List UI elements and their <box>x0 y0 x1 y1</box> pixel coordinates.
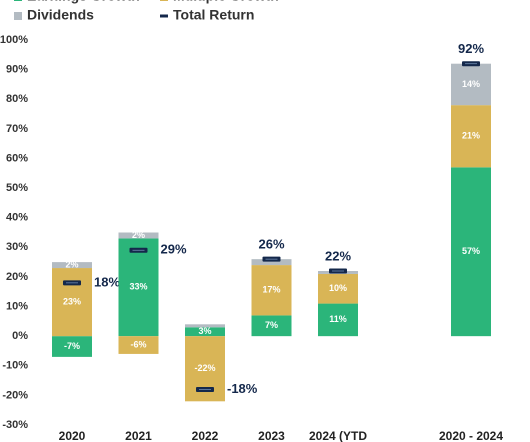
segment-label: -22% <box>194 363 215 373</box>
y-tick-label: 60% <box>6 152 28 164</box>
bar-segment <box>118 232 159 239</box>
y-tick-label: 30% <box>6 241 28 253</box>
segment-label: 2% <box>65 259 78 269</box>
bar-segment <box>251 315 292 337</box>
legend-label: Dividends <box>27 7 94 23</box>
y-tick-label: 10% <box>6 300 28 312</box>
segment-label: 2% <box>132 230 145 240</box>
total-label: -18% <box>227 381 258 396</box>
x-tick-label: 2024 (YTD <box>309 429 367 442</box>
x-tick-label: 2022 <box>192 429 219 442</box>
y-tick-label: 80% <box>6 93 28 105</box>
legend-swatch <box>14 0 22 1</box>
total-label: 26% <box>258 237 284 252</box>
bar-segment <box>318 273 358 304</box>
segment-label: -6% <box>130 339 146 349</box>
bar-segment <box>318 303 358 337</box>
legend-marker <box>160 14 168 18</box>
bar-segment <box>251 265 292 316</box>
bar-segment <box>52 268 92 337</box>
total-label: 18% <box>94 274 120 289</box>
bar-segment <box>118 238 159 337</box>
segment-label: -7% <box>64 341 80 351</box>
legend-label: Multiple Growth <box>173 0 279 4</box>
segment-label: 10% <box>329 283 347 293</box>
total-label: 22% <box>325 248 351 263</box>
total-label: 29% <box>161 242 187 257</box>
segment-label: 17% <box>262 285 280 295</box>
y-tick-label: 90% <box>6 64 28 76</box>
y-tick-label: 20% <box>6 271 28 283</box>
x-tick-label: 2021 <box>125 429 152 442</box>
y-tick-label: -10% <box>2 360 28 372</box>
y-tick-label: 100% <box>0 34 28 46</box>
segment-label: 57% <box>462 246 480 256</box>
bar-segment <box>118 336 159 354</box>
y-tick-label: 50% <box>6 182 28 194</box>
x-tick-label: 2023 <box>258 429 285 442</box>
segment-label: 23% <box>63 296 81 306</box>
bar-segment <box>52 262 92 269</box>
y-tick-label: -20% <box>2 389 28 401</box>
segment-label: 7% <box>265 320 278 330</box>
legend-label: Total Return <box>173 7 254 23</box>
x-tick-label: 2020 <box>59 429 86 442</box>
legend-swatch <box>160 0 168 1</box>
total-label: 92% <box>458 41 484 56</box>
y-tick-label: 70% <box>6 123 28 135</box>
bar-segment <box>451 167 491 337</box>
segment-label: 21% <box>462 131 480 141</box>
x-tick-label: 2020 - 2024 <box>439 429 503 442</box>
y-tick-label: 40% <box>6 212 28 224</box>
segment-label: 14% <box>462 79 480 89</box>
segment-label: 33% <box>129 282 147 292</box>
bar-segment <box>451 63 491 106</box>
y-tick-label: -30% <box>2 419 28 431</box>
bar-segment <box>52 336 92 357</box>
bar-segment <box>185 324 225 328</box>
segment-label: 3% <box>198 326 211 336</box>
y-tick-label: 0% <box>12 330 28 342</box>
bar-segment <box>251 259 292 266</box>
segment-label: 11% <box>329 314 347 324</box>
bar-segment <box>185 327 225 337</box>
bar-segment <box>451 105 491 168</box>
legend-swatch <box>14 12 22 20</box>
legend-label: Earnings Growth <box>27 0 140 4</box>
